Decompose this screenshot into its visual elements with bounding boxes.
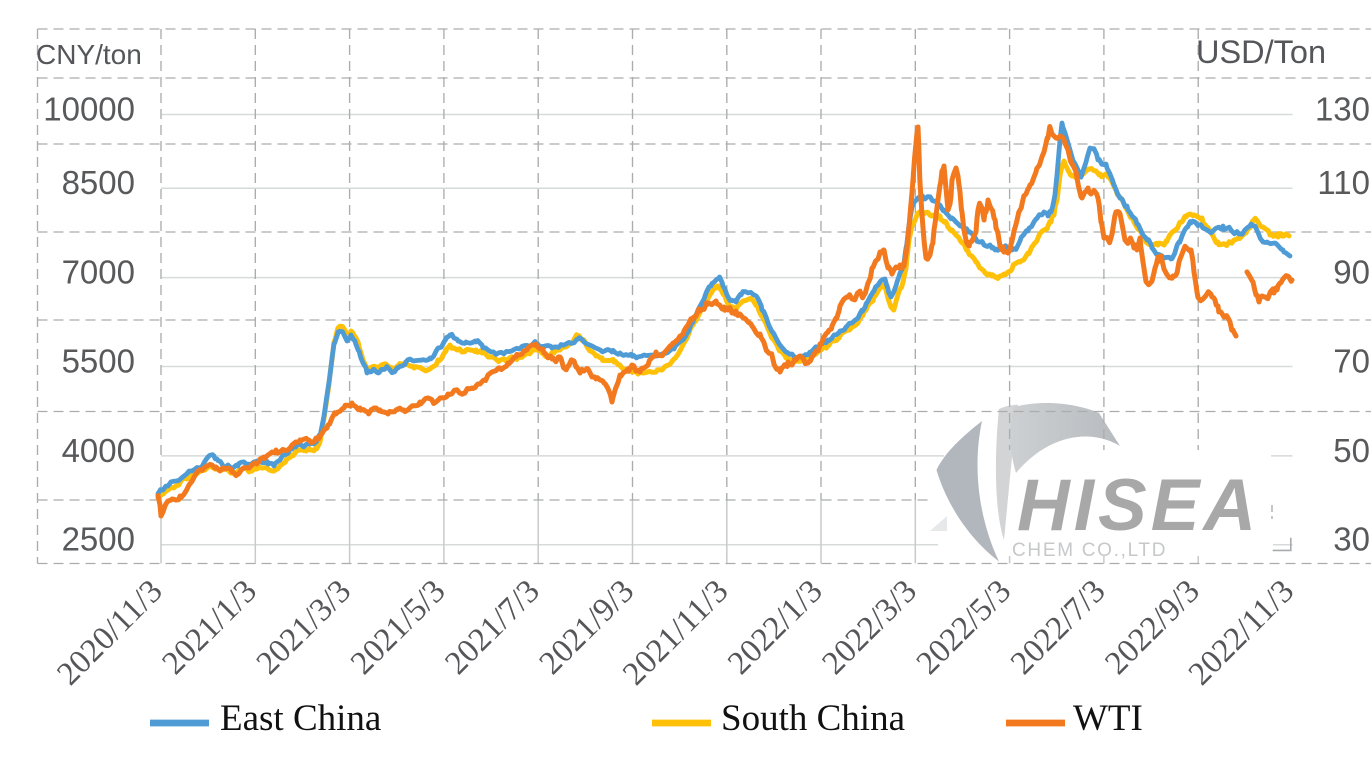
svg-text:South China: South China — [721, 698, 905, 739]
svg-text:HISEA: HISEA — [1017, 465, 1260, 546]
svg-text:USD/Ton: USD/Ton — [1196, 34, 1326, 70]
svg-text:110: 110 — [1317, 164, 1370, 201]
svg-text:WTI: WTI — [1073, 698, 1143, 739]
svg-text:10000: 10000 — [43, 91, 135, 128]
svg-text:5500: 5500 — [62, 343, 135, 380]
svg-text:8500: 8500 — [62, 164, 135, 201]
svg-text:2500: 2500 — [62, 521, 135, 558]
svg-text:4000: 4000 — [62, 432, 135, 469]
svg-text:CNY/ton: CNY/ton — [36, 39, 142, 70]
svg-text:90: 90 — [1333, 254, 1370, 291]
svg-text:70: 70 — [1333, 343, 1370, 380]
svg-text:CHEM CO.,LTD: CHEM CO.,LTD — [1012, 540, 1167, 561]
svg-text:50: 50 — [1333, 432, 1370, 469]
svg-text:East China: East China — [220, 698, 381, 739]
svg-text:130: 130 — [1315, 91, 1370, 128]
svg-text:30: 30 — [1333, 521, 1370, 558]
svg-text:7000: 7000 — [62, 254, 135, 291]
